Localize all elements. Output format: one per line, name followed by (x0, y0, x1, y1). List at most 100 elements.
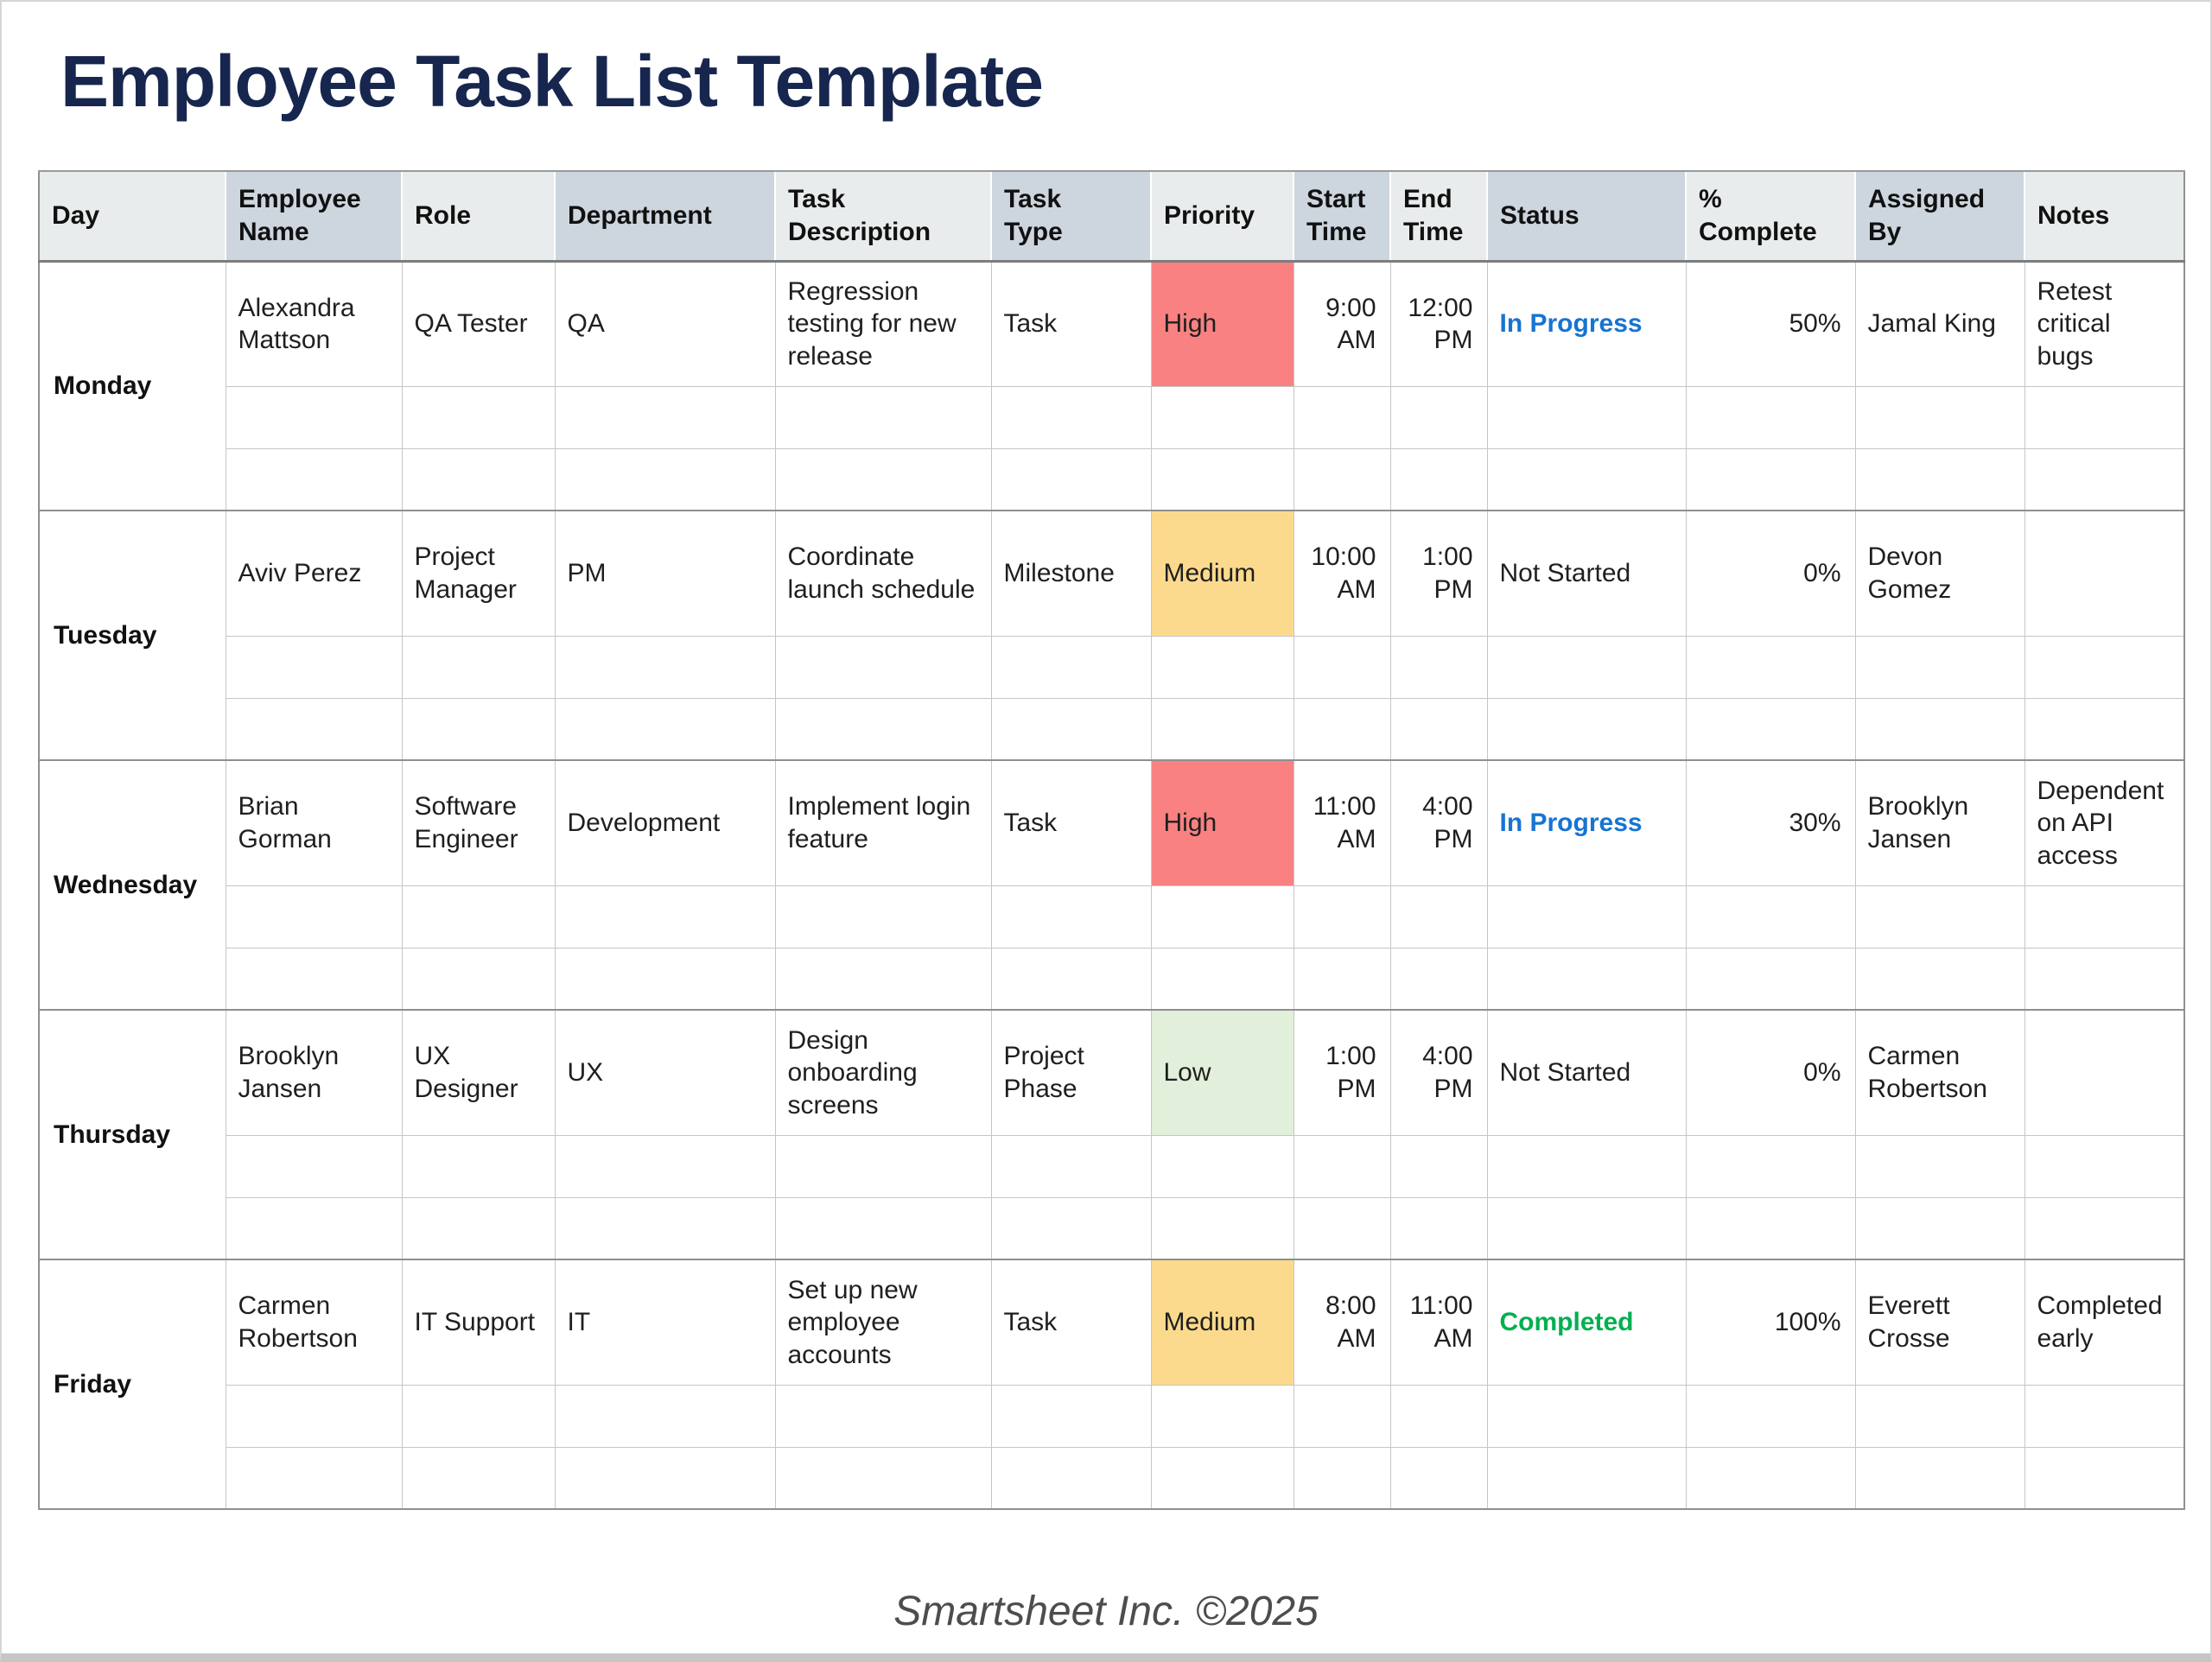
empty-cell (2024, 447, 2185, 511)
cell-assigned-by: Devon Gomez (1854, 510, 2025, 637)
empty-cell (774, 447, 992, 511)
empty-cell (1389, 947, 1488, 1011)
cell-role: UX Designer (401, 1009, 556, 1136)
empty-cell (1389, 1196, 1488, 1260)
empty-cell (990, 1134, 1152, 1198)
empty-row (39, 1384, 2185, 1448)
empty-cell (401, 447, 556, 511)
cell-task-type: Task (990, 759, 1152, 886)
empty-row (39, 1196, 2185, 1260)
column-header-priority: Priority (1150, 170, 1294, 263)
empty-cell (1293, 885, 1391, 948)
empty-cell (1150, 1134, 1294, 1198)
empty-cell (2024, 1446, 2185, 1510)
task-row-wednesday: Wednesday Brian Gorman Software Engineer De… (38, 759, 2185, 1011)
empty-cell (1854, 1384, 2025, 1448)
empty-cell (774, 1384, 992, 1448)
empty-row (39, 447, 2185, 511)
empty-cell (1685, 947, 1856, 1011)
cell-task-description: Coordinate launch schedule (774, 510, 992, 637)
day-label-thursday: Thursday (38, 1009, 226, 1260)
empty-cell (990, 447, 1152, 511)
cell-employee-name: Brian Gorman (225, 759, 403, 886)
empty-cell (2024, 635, 2185, 699)
empty-cell (554, 447, 776, 511)
task-row-tuesday: Tuesday Aviv Perez Project Manager PM Coordi… (38, 510, 2185, 761)
empty-cell (1854, 947, 2025, 1011)
empty-cell (774, 885, 992, 948)
empty-cell (1389, 697, 1488, 761)
column-header-task-type: Task Type (990, 170, 1151, 263)
cell-status: Not Started (1486, 510, 1687, 637)
cell-notes (2024, 510, 2185, 637)
empty-row (39, 885, 2185, 948)
empty-cell (401, 885, 556, 948)
task-row-friday: Friday Carmen Robertson IT Support IT Set up… (38, 1259, 2185, 1510)
cell-assigned-by: Carmen Robertson (1854, 1009, 2025, 1136)
task-row-thursday: Thursday Brooklyn Jansen UX Designer UX Desi… (38, 1009, 2185, 1260)
column-header-notes: Notes (2024, 170, 2184, 263)
empty-cell (225, 1446, 403, 1510)
cell-start-time: 1:00 PM (1293, 1009, 1391, 1136)
empty-cell (1685, 1134, 1856, 1198)
cell-employee-name: Brooklyn Jansen (225, 1009, 403, 1136)
empty-cell (401, 947, 556, 1011)
empty-cell (990, 385, 1152, 449)
empty-cell (774, 947, 992, 1011)
cell-assigned-by: Brooklyn Jansen (1854, 759, 2025, 886)
cell-role: Software Engineer (401, 759, 556, 886)
empty-cell (1486, 697, 1687, 761)
cell-role: Project Manager (401, 510, 556, 637)
empty-cell (2024, 385, 2185, 449)
empty-row (39, 1446, 2185, 1510)
cell-notes: Dependent on API access (2024, 759, 2185, 886)
empty-cell (1854, 885, 2025, 948)
empty-cell (1150, 385, 1294, 449)
cell-status: In Progress (1486, 759, 1687, 886)
column-header-task-description: Task Description (774, 170, 991, 263)
day-label-monday: Monday (38, 260, 226, 511)
empty-cell (1854, 697, 2025, 761)
cell-notes (2024, 1009, 2185, 1136)
cell-task-type: Milestone (990, 510, 1152, 637)
empty-row (39, 947, 2185, 1011)
empty-cell (774, 635, 992, 699)
empty-cell (1389, 885, 1488, 948)
empty-cell (554, 635, 776, 699)
empty-cell (554, 885, 776, 948)
cell-task-description: Design onboarding screens (774, 1009, 992, 1136)
empty-row (39, 635, 2185, 699)
footer-copyright: Smartsheet Inc. ©2025 (893, 1589, 1319, 1634)
cell-end-time: 11:00 AM (1389, 1259, 1488, 1386)
empty-row (39, 1134, 2185, 1198)
cell-pct-complete: 0% (1685, 510, 1856, 637)
empty-cell (225, 385, 403, 449)
empty-cell (1389, 447, 1488, 511)
cell-status: Completed (1486, 1259, 1687, 1386)
empty-cell (774, 1446, 992, 1510)
empty-cell (1854, 447, 2025, 511)
header-row: Day Employee Name Role Department Task Descr… (38, 170, 2184, 263)
day-label-friday: Friday (38, 1259, 226, 1510)
empty-cell (1293, 635, 1391, 699)
cell-department: Development (554, 759, 776, 886)
cell-start-time: 10:00 AM (1293, 510, 1391, 637)
cell-task-type: Task (990, 1259, 1152, 1386)
empty-cell (1486, 635, 1687, 699)
cell-end-time: 4:00 PM (1389, 759, 1488, 886)
empty-cell (225, 1134, 403, 1198)
cell-priority: High (1150, 260, 1294, 387)
empty-cell (990, 885, 1152, 948)
empty-cell (225, 1384, 403, 1448)
cell-employee-name: Alexandra Mattson (225, 260, 403, 387)
cell-notes: Completed early (2024, 1259, 2185, 1386)
empty-cell (1685, 697, 1856, 761)
empty-cell (774, 1134, 992, 1198)
empty-cell (1293, 385, 1391, 449)
empty-cell (1150, 697, 1294, 761)
empty-cell (1150, 635, 1294, 699)
cell-priority: Medium (1150, 510, 1294, 637)
cell-assigned-by: Jamal King (1854, 260, 2025, 387)
empty-cell (990, 1196, 1152, 1260)
empty-cell (1685, 447, 1856, 511)
